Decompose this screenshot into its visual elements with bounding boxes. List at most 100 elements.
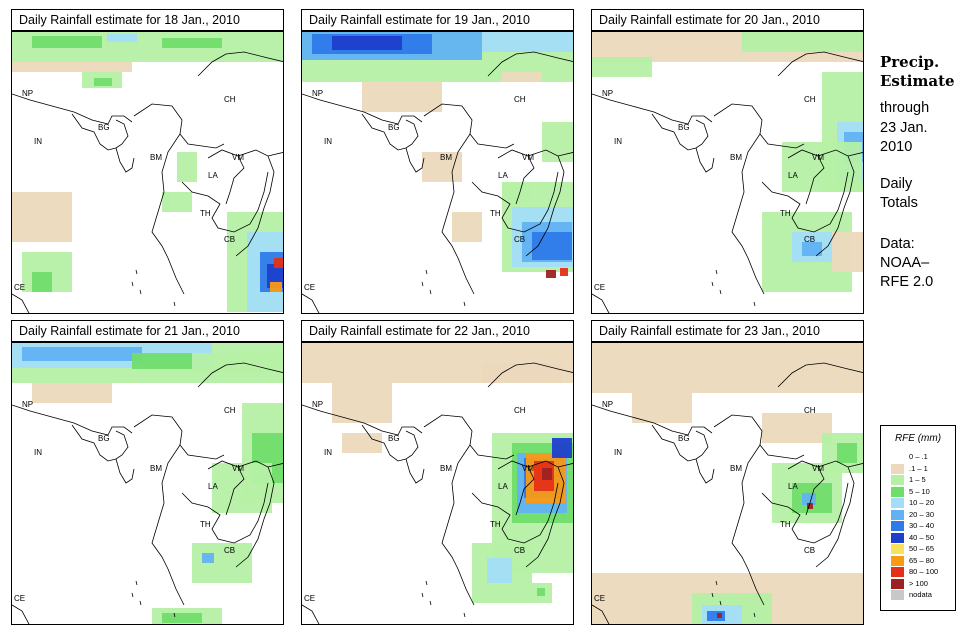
rain-patch — [332, 383, 392, 423]
legend-swatch — [891, 567, 904, 577]
side-title-line1: Precip. — [880, 53, 940, 71]
legend-label: .1 – 1 — [909, 463, 928, 473]
country-labels: NP CH IN BG BM VM LA TH CB CE — [594, 400, 824, 603]
country-label-np: NP — [22, 400, 33, 409]
rain-patch — [162, 38, 222, 48]
island-mark — [429, 600, 432, 606]
country-label-ce: CE — [594, 283, 605, 292]
legend-item: 10 – 20 — [891, 498, 953, 509]
country-border — [133, 103, 225, 149]
rain-patch — [592, 57, 652, 77]
rainfall-map: NP CH IN BG BM VM LA TH CB CE — [591, 342, 864, 625]
rain-patch — [552, 438, 572, 458]
country-label-in: IN — [324, 137, 332, 146]
rain-patch — [762, 413, 832, 443]
country-borders — [12, 362, 283, 624]
country-border — [815, 149, 855, 257]
rain-patch — [632, 393, 692, 423]
country-border — [761, 171, 849, 233]
side-through: through — [880, 100, 930, 116]
side-data-line1: Data: — [880, 236, 915, 252]
country-borders — [592, 51, 863, 313]
panel-18-jan: Daily Rainfall estimate for 18 Jan., 201… — [11, 9, 286, 314]
legend-swatch — [891, 578, 904, 589]
country-label-ch: CH — [224, 406, 236, 415]
country-label-cb: CB — [514, 235, 525, 244]
country-label-vm: VM — [812, 153, 824, 162]
rain-patch — [782, 142, 862, 192]
country-border — [181, 171, 269, 233]
panel-title: Daily Rainfall estimate for 21 Jan., 201… — [11, 320, 284, 342]
legend-item: 50 – 65 — [891, 544, 953, 555]
country-labels: NP CH IN BG BM VM LA TH CB CE — [304, 89, 534, 292]
country-label-np: NP — [312, 89, 323, 98]
legend-item: 40 – 50 — [891, 532, 953, 544]
country-labels: NP CH IN BG BM VM LA TH CB CE — [304, 400, 534, 603]
country-label-vm: VM — [812, 464, 824, 473]
country-label-in: IN — [34, 137, 42, 146]
island-mark — [463, 301, 466, 307]
island-mark — [753, 301, 756, 307]
country-border — [115, 147, 135, 173]
country-label-ch: CH — [514, 95, 526, 104]
rain-patch — [132, 353, 192, 369]
country-label-la: LA — [498, 171, 508, 180]
country-border — [302, 604, 320, 624]
country-label-la: LA — [498, 482, 508, 491]
legend-swatch — [891, 521, 904, 531]
rain-patch — [162, 192, 192, 212]
rfe-legend: RFE (mm) 0 – .1 .1 – 1 1 – 5 5 – 10 10 – 20 2… — [880, 425, 956, 611]
rain-patch — [502, 182, 532, 202]
country-label-vm: VM — [522, 153, 534, 162]
country-label-th: TH — [200, 520, 211, 529]
country-label-in: IN — [324, 448, 332, 457]
legend-swatch — [891, 509, 904, 520]
rain-patch — [32, 383, 112, 403]
country-border — [361, 424, 419, 462]
country-label-np: NP — [602, 89, 613, 98]
country-border — [815, 460, 855, 568]
country-border — [847, 463, 863, 468]
rain-patch — [707, 611, 725, 621]
country-label-ce: CE — [594, 594, 605, 603]
country-label-np: NP — [22, 89, 33, 98]
side-data-line2: NOAA– — [880, 255, 930, 271]
rain-patch — [342, 433, 382, 453]
panel-19-jan: Daily Rainfall estimate for 19 Jan., 201… — [301, 9, 576, 314]
side-daily-line1: Daily — [880, 176, 913, 192]
country-labels: NP CH IN BG BM VM LA TH CB CE — [594, 89, 824, 292]
rain-patch — [717, 613, 722, 618]
country-border — [267, 152, 283, 157]
rain-patch — [560, 268, 568, 276]
rainfall-map: NP CH IN BG BM VM LA TH CB CE — [11, 31, 284, 314]
rain-patch — [192, 543, 252, 583]
country-border — [777, 362, 863, 388]
legend-label: nodata — [909, 590, 932, 599]
rain-patch — [12, 192, 72, 242]
rain-patch — [32, 36, 102, 48]
legend-item: 0 – .1 — [891, 452, 953, 463]
country-border — [12, 293, 30, 313]
country-label-bm: BM — [150, 464, 162, 473]
country-border — [592, 93, 713, 125]
island-mark — [425, 580, 428, 586]
island-mark — [719, 600, 722, 606]
country-border — [71, 113, 129, 151]
island-mark — [421, 592, 424, 598]
rain-patch — [502, 72, 542, 82]
panel-23-jan: Daily Rainfall estimate for 23 Jan., 201… — [591, 320, 866, 625]
rain-patch — [202, 553, 214, 563]
country-label-in: IN — [614, 448, 622, 457]
island-mark — [429, 289, 432, 295]
country-label-bm: BM — [440, 153, 452, 162]
panel-20-jan: Daily Rainfall estimate for 20 Jan., 201… — [591, 9, 866, 314]
country-border — [302, 293, 320, 313]
country-border — [592, 293, 610, 313]
country-label-cb: CB — [224, 546, 235, 555]
rain-patch — [192, 353, 283, 373]
country-label-bg: BG — [388, 123, 400, 132]
rain-patch — [107, 34, 137, 42]
island-mark — [711, 592, 714, 598]
country-border — [651, 424, 709, 462]
country-labels: NP CH IN BG BM VM LA TH CB CE — [14, 89, 244, 292]
